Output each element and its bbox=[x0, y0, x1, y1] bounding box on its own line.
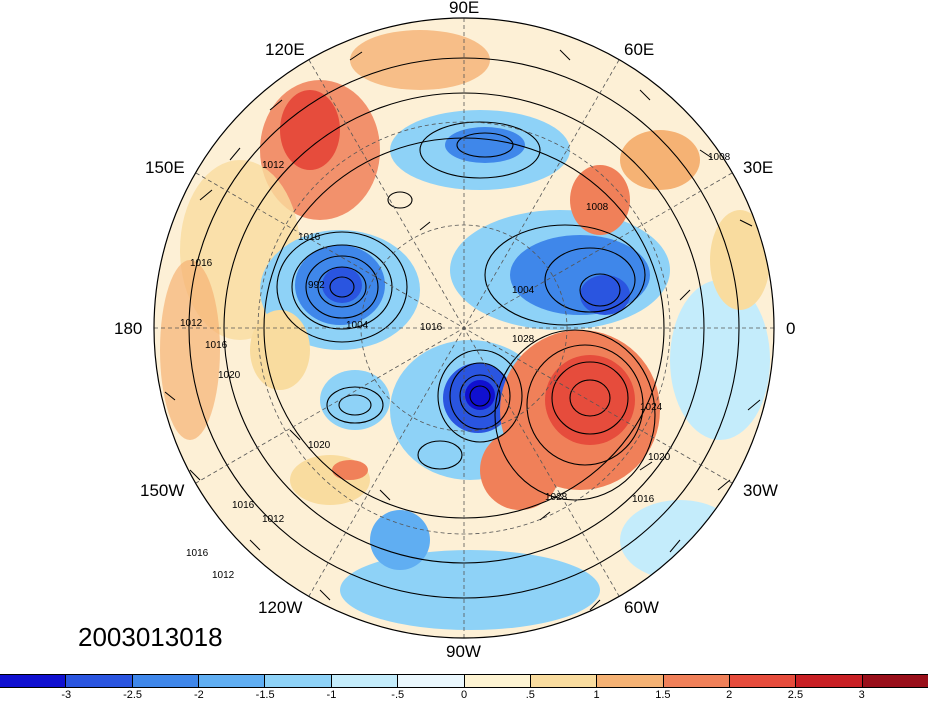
isobar-label: 1016 bbox=[298, 232, 321, 243]
isobar-label: 1004 bbox=[346, 320, 369, 331]
isobar-label: 1024 bbox=[640, 402, 663, 413]
timestamp-label: 2003013018 bbox=[78, 622, 223, 652]
lon-label-120e: 120E bbox=[265, 40, 305, 59]
colorbar-segment bbox=[597, 675, 664, 687]
lon-label-180: 180 bbox=[114, 319, 143, 338]
colorbar-tick-label: 3 bbox=[858, 689, 865, 701]
colorbar-tick-label: -1 bbox=[326, 689, 337, 701]
colorbar-tick-label: -3 bbox=[61, 689, 72, 701]
colorbar-segment bbox=[0, 675, 67, 687]
colorbar-segment bbox=[265, 675, 332, 687]
colorbar-tick-label: -.5 bbox=[391, 689, 405, 701]
colorbar-segment bbox=[199, 675, 266, 687]
colorbar-tick-label: 1 bbox=[593, 689, 600, 701]
isobar-label: 1012 bbox=[180, 318, 203, 329]
lon-label-60w: 60W bbox=[624, 598, 659, 617]
isobar-label: 992 bbox=[308, 280, 325, 291]
lon-label-150e: 150E bbox=[145, 158, 185, 177]
isobar-label: 1028 bbox=[512, 334, 535, 345]
colorbar-tick-label: -2 bbox=[193, 689, 204, 701]
colorbar-segment bbox=[862, 675, 928, 687]
colorbar-tick-label: 1.5 bbox=[655, 689, 671, 701]
colorbar-segment bbox=[464, 675, 531, 687]
isobar-label: 1016 bbox=[205, 340, 228, 351]
colorbar-segment bbox=[132, 675, 200, 687]
colorbar-tick-label: 0 bbox=[460, 689, 468, 701]
colorbar-segment bbox=[796, 675, 863, 687]
lon-label-90e: 90E bbox=[449, 0, 480, 17]
lon-label-90w: 90W bbox=[446, 642, 481, 661]
isobar-label: 1012 bbox=[262, 160, 285, 171]
isobar-label: 1016 bbox=[420, 322, 443, 333]
colorbar-tick-label: 2.5 bbox=[787, 689, 804, 701]
lon-label-30w: 30W bbox=[743, 481, 778, 500]
colorbar-segment bbox=[66, 675, 133, 687]
lon-label-30e: 30E bbox=[743, 158, 774, 177]
lon-label-0: 0 bbox=[786, 319, 796, 338]
colorbar-segment bbox=[663, 675, 730, 687]
colorbar-segment bbox=[331, 675, 399, 687]
isobar-label: 1020 bbox=[648, 452, 671, 463]
colorbar-segment bbox=[530, 675, 598, 687]
isobar-label: 1020 bbox=[308, 440, 331, 451]
lon-label-150w: 150W bbox=[140, 481, 185, 500]
colorbar-tick-label: -1.5 bbox=[255, 689, 275, 701]
isobar-label: 1028 bbox=[545, 492, 568, 503]
colorbar-segment bbox=[729, 675, 797, 687]
colorbar-tick-label: .5 bbox=[525, 689, 535, 701]
isobar-label: 1016 bbox=[632, 494, 655, 505]
isobar-label: 1008 bbox=[586, 202, 609, 213]
isobar-label: 1012 bbox=[262, 514, 285, 525]
isobar-label: 1016 bbox=[190, 258, 213, 269]
isobar-label: 1016 bbox=[186, 548, 209, 559]
colorbar-tick-label: -2.5 bbox=[123, 689, 143, 701]
lon-label-120w: 120W bbox=[258, 598, 303, 617]
lon-label-60e: 60E bbox=[624, 40, 655, 59]
colorbar-tick-label: 2 bbox=[726, 689, 733, 701]
isobar-label: 1004 bbox=[512, 285, 535, 296]
isobar-label: 1016 bbox=[232, 500, 255, 511]
colorbar-segment bbox=[398, 675, 465, 687]
isobar-label: 1020 bbox=[218, 370, 241, 381]
colorbar bbox=[0, 674, 928, 688]
isobar-label: 1012 bbox=[212, 570, 235, 581]
map-disk bbox=[154, 18, 774, 638]
isobar-label: 1008 bbox=[708, 152, 731, 163]
